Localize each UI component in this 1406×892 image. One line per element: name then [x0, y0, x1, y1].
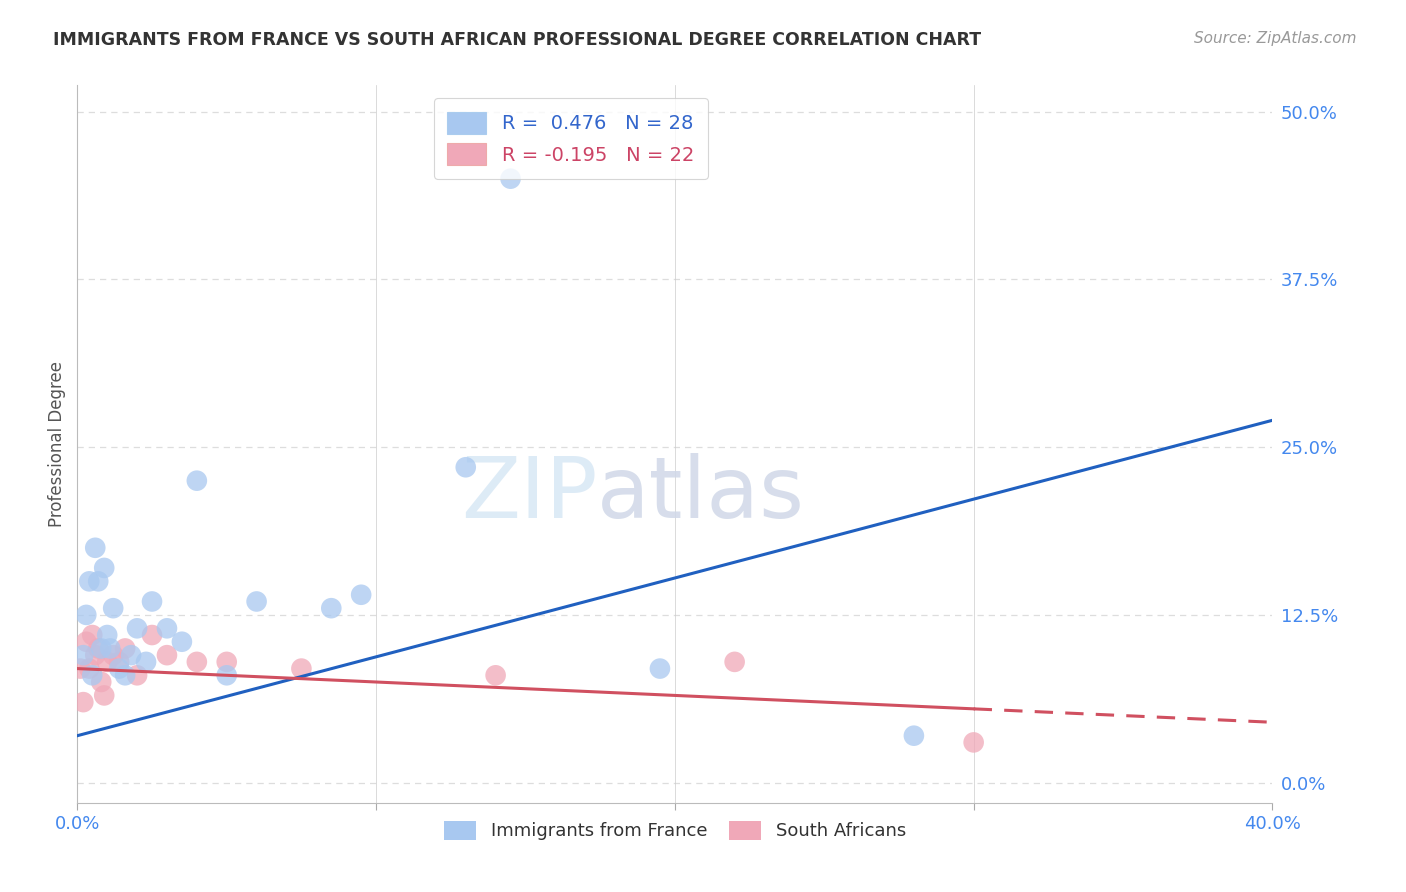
Point — [82, 628, 104, 642]
Point — [108, 662, 131, 676]
Point — [724, 655, 747, 669]
Point — [90, 641, 112, 656]
Point — [170, 634, 193, 648]
Point — [141, 628, 163, 642]
Point — [96, 655, 118, 669]
Point — [103, 601, 124, 615]
Point — [454, 460, 477, 475]
Point — [903, 729, 925, 743]
Point — [127, 668, 149, 682]
Point — [499, 171, 522, 186]
Point — [156, 621, 179, 635]
Point — [69, 662, 91, 676]
Point — [98, 641, 121, 656]
Point — [350, 588, 373, 602]
Point — [75, 607, 97, 622]
Point — [103, 648, 124, 662]
Point — [90, 675, 112, 690]
Point — [84, 541, 107, 555]
Point — [79, 662, 101, 676]
Text: ZIP: ZIP — [461, 452, 598, 535]
Point — [72, 648, 94, 662]
Point — [648, 662, 671, 676]
Point — [114, 668, 136, 682]
Text: Source: ZipAtlas.com: Source: ZipAtlas.com — [1194, 31, 1357, 46]
Point — [114, 641, 136, 656]
Point — [93, 561, 115, 575]
Point — [141, 594, 163, 608]
Point — [87, 574, 110, 589]
Point — [963, 735, 986, 749]
Y-axis label: Professional Degree: Professional Degree — [48, 360, 66, 527]
Point — [246, 594, 269, 608]
Point — [87, 641, 110, 656]
Point — [215, 668, 238, 682]
Point — [120, 648, 142, 662]
Point — [215, 655, 238, 669]
Point — [93, 689, 115, 703]
Point — [72, 695, 94, 709]
Point — [290, 662, 312, 676]
Point — [79, 574, 101, 589]
Point — [82, 668, 104, 682]
Text: atlas: atlas — [598, 452, 806, 535]
Point — [156, 648, 179, 662]
Point — [186, 655, 208, 669]
Point — [108, 655, 131, 669]
Point — [127, 621, 149, 635]
Point — [96, 628, 118, 642]
Point — [485, 668, 508, 682]
Point — [75, 634, 97, 648]
Point — [186, 474, 208, 488]
Legend: Immigrants from France, South Africans: Immigrants from France, South Africans — [436, 814, 914, 847]
Point — [135, 655, 157, 669]
Text: IMMIGRANTS FROM FRANCE VS SOUTH AFRICAN PROFESSIONAL DEGREE CORRELATION CHART: IMMIGRANTS FROM FRANCE VS SOUTH AFRICAN … — [53, 31, 981, 49]
Point — [84, 648, 107, 662]
Point — [321, 601, 343, 615]
